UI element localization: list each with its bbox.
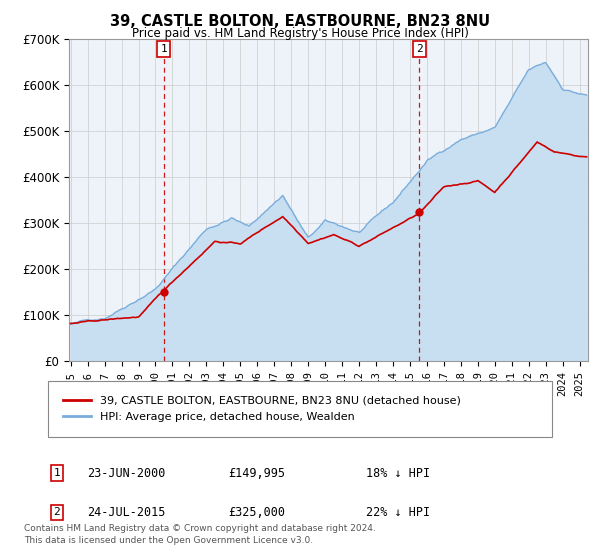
Text: 18% ↓ HPI: 18% ↓ HPI: [366, 466, 430, 480]
Text: 1: 1: [53, 468, 61, 478]
Legend: 39, CASTLE BOLTON, EASTBOURNE, BN23 8NU (detached house), HPI: Average price, de: 39, CASTLE BOLTON, EASTBOURNE, BN23 8NU …: [59, 391, 465, 427]
Text: 1: 1: [160, 44, 167, 54]
Text: 23-JUN-2000: 23-JUN-2000: [87, 466, 166, 480]
Text: 39, CASTLE BOLTON, EASTBOURNE, BN23 8NU: 39, CASTLE BOLTON, EASTBOURNE, BN23 8NU: [110, 14, 490, 29]
Text: £149,995: £149,995: [228, 466, 285, 480]
FancyBboxPatch shape: [48, 381, 552, 437]
Text: 2: 2: [416, 44, 423, 54]
Text: This data is licensed under the Open Government Licence v3.0.: This data is licensed under the Open Gov…: [24, 536, 313, 545]
Text: 2: 2: [53, 507, 61, 517]
Text: Contains HM Land Registry data © Crown copyright and database right 2024.: Contains HM Land Registry data © Crown c…: [24, 524, 376, 533]
Text: 22% ↓ HPI: 22% ↓ HPI: [366, 506, 430, 519]
Text: 24-JUL-2015: 24-JUL-2015: [87, 506, 166, 519]
Text: Price paid vs. HM Land Registry's House Price Index (HPI): Price paid vs. HM Land Registry's House …: [131, 27, 469, 40]
Text: £325,000: £325,000: [228, 506, 285, 519]
